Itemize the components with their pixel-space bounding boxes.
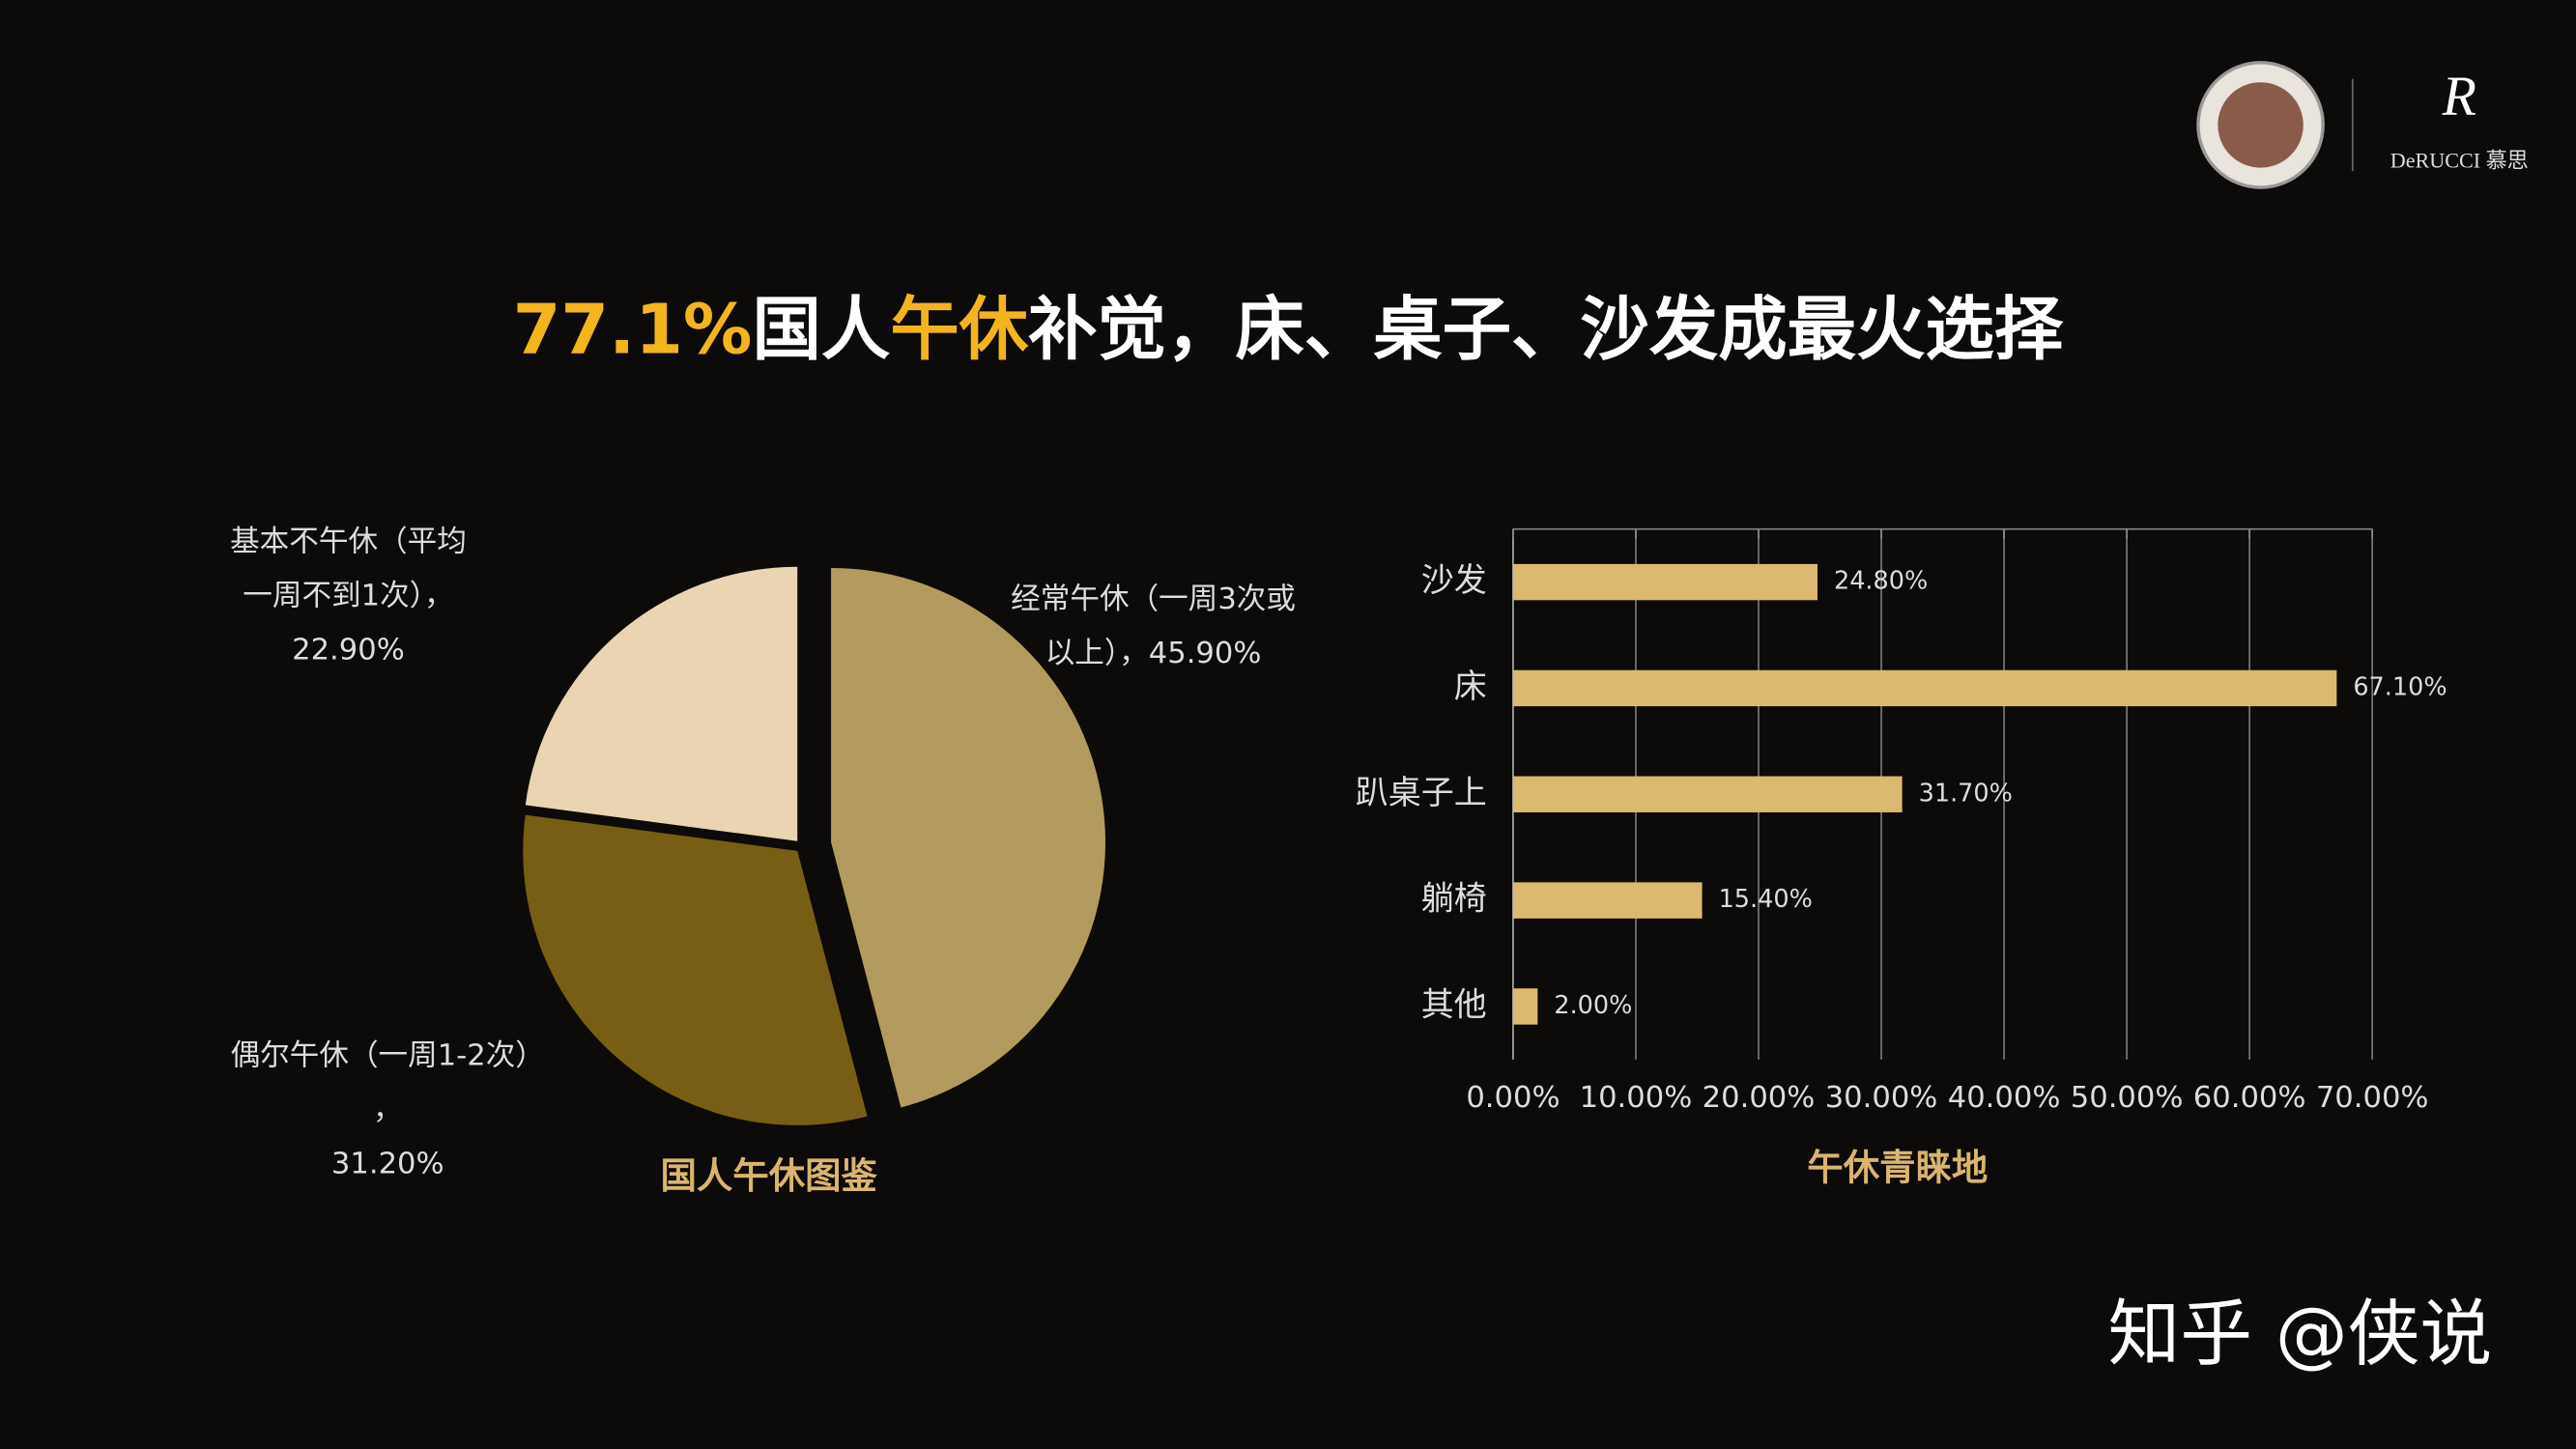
bar [1512, 988, 1538, 1025]
y-tick-label: 沙发 [1421, 561, 1487, 600]
chart-title: 国人午休图鉴 [661, 1154, 878, 1197]
slide-title: 77.1%国人午休补觉，床、桌子、沙发成最火选择 [513, 289, 2064, 369]
y-tick-label: 躺椅 [1421, 880, 1487, 919]
logo: R DeRUCCI 慕思 [2196, 61, 2529, 189]
bar [1512, 563, 1818, 601]
title-part: 午休 [890, 289, 1028, 369]
value-label: 24.80% [1834, 567, 1928, 596]
chart-title: 午休青睐地 [1807, 1146, 1988, 1188]
bar [1512, 776, 1903, 812]
brand-mark: R [2442, 65, 2476, 128]
x-tick-label: 30.00% [1825, 1081, 1938, 1115]
pie-slice [831, 567, 1106, 1108]
x-tick-label: 10.00% [1580, 1081, 1693, 1115]
x-tick-label: 20.00% [1703, 1081, 1816, 1115]
value-label: 2.00% [1554, 991, 1632, 1020]
slice-value: 45.90% [1149, 636, 1262, 669]
bar [1512, 882, 1703, 919]
x-tick-label: 40.00% [1948, 1081, 2061, 1115]
slice-label: 偶尔午休（一周1-2次）， 31.20% [231, 1038, 545, 1180]
title-part: 77.1% [513, 289, 753, 369]
emblem-core [2218, 82, 2304, 168]
x-tick-label: 0.00% [1466, 1081, 1560, 1115]
watermark: 知乎 @侠说 [2107, 1292, 2492, 1376]
slice-label: 基本不午休（平均一周不到1次）， 22.90% [230, 525, 467, 667]
y-tick-label: 其他 [1421, 985, 1487, 1024]
pie-slice [525, 566, 798, 841]
slice-value: 31.20% [331, 1147, 444, 1180]
x-tick-label: 60.00% [2193, 1081, 2306, 1115]
pie-slice [523, 814, 868, 1125]
title-part: 国人 [752, 289, 890, 369]
bar [1512, 669, 2337, 707]
y-tick-label: 趴桌子上 [1356, 774, 1487, 812]
value-label: 15.40% [1719, 885, 1813, 914]
brand-name: DeRUCCI 慕思 [2390, 149, 2529, 173]
slice-value: 22.90% [292, 633, 405, 667]
slice-label: 经常午休（一周3次或以上），45.90% [1011, 582, 1296, 669]
value-label: 67.10% [2353, 672, 2447, 701]
x-tick-label: 70.00% [2316, 1081, 2429, 1115]
title-part: 补觉，床、桌子、沙发成最火选择 [1028, 289, 2064, 369]
y-tick-label: 床 [1454, 668, 1487, 706]
value-label: 31.70% [1919, 779, 2013, 808]
x-tick-label: 50.00% [2071, 1081, 2184, 1115]
